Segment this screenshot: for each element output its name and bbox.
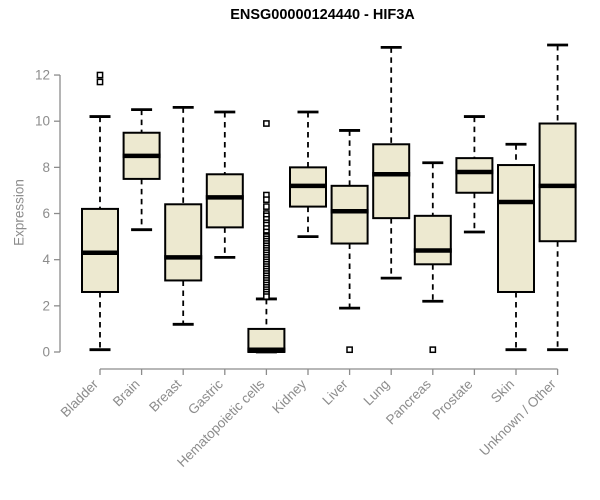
outlier-point xyxy=(96,71,104,79)
boxplot-liver xyxy=(330,129,369,354)
boxplot-gastric xyxy=(205,110,244,259)
x-tick-label: Kidney xyxy=(269,376,309,416)
x-tick-label: Brain xyxy=(110,377,143,410)
outlier-point xyxy=(346,346,353,354)
boxplot-pancreas xyxy=(413,161,452,354)
box-iqr xyxy=(247,327,286,354)
boxplot-kidney xyxy=(289,110,327,239)
outlier-point xyxy=(429,346,437,354)
box-iqr xyxy=(413,214,452,266)
x-tick-label: Prostate xyxy=(429,377,475,423)
x-tick-label: Pancreas xyxy=(383,376,434,427)
y-tick-label: 12 xyxy=(35,68,50,83)
y-tick-label: 10 xyxy=(35,114,50,129)
box-iqr xyxy=(538,122,577,243)
boxplot-lung xyxy=(372,45,411,280)
boxplot-skin xyxy=(497,142,535,352)
box-iqr xyxy=(81,207,119,293)
x-tick-label: Gastric xyxy=(185,376,226,417)
x-tick-label: Unknown / Other xyxy=(476,376,559,459)
box-iqr xyxy=(330,184,369,245)
outlier-point xyxy=(263,120,270,127)
outlier-point xyxy=(96,78,104,86)
x-tick-label: Bladder xyxy=(58,376,102,420)
outlier-point xyxy=(263,203,270,210)
y-tick-label: 4 xyxy=(42,252,50,267)
x-tick-label: Liver xyxy=(319,376,351,408)
box-iqr xyxy=(205,173,244,229)
boxplot-hematopoietic-cells xyxy=(247,120,286,354)
x-tick-label: Skin xyxy=(488,377,517,406)
y-tick-label: 2 xyxy=(42,298,50,313)
chart-title: ENSG00000124440 - HIF3A xyxy=(230,7,415,23)
boxplot-breast xyxy=(164,105,203,326)
boxplot-unknown-other xyxy=(538,43,577,352)
boxplot-brain xyxy=(122,108,161,232)
x-tick-label: Breast xyxy=(146,376,184,414)
outlier-point xyxy=(263,196,270,204)
boxplot-bladder xyxy=(81,71,119,352)
box-iqr xyxy=(164,203,203,282)
y-tick-label: 8 xyxy=(42,160,50,175)
box-iqr xyxy=(497,164,535,293)
y-tick-label: 6 xyxy=(42,206,50,221)
x-tick-label: Lung xyxy=(360,377,392,409)
outlier-point xyxy=(263,293,270,300)
y-tick-label: 0 xyxy=(42,345,50,360)
box-iqr xyxy=(455,157,494,194)
box-iqr xyxy=(372,143,411,220)
boxplot-prostate xyxy=(455,115,494,234)
